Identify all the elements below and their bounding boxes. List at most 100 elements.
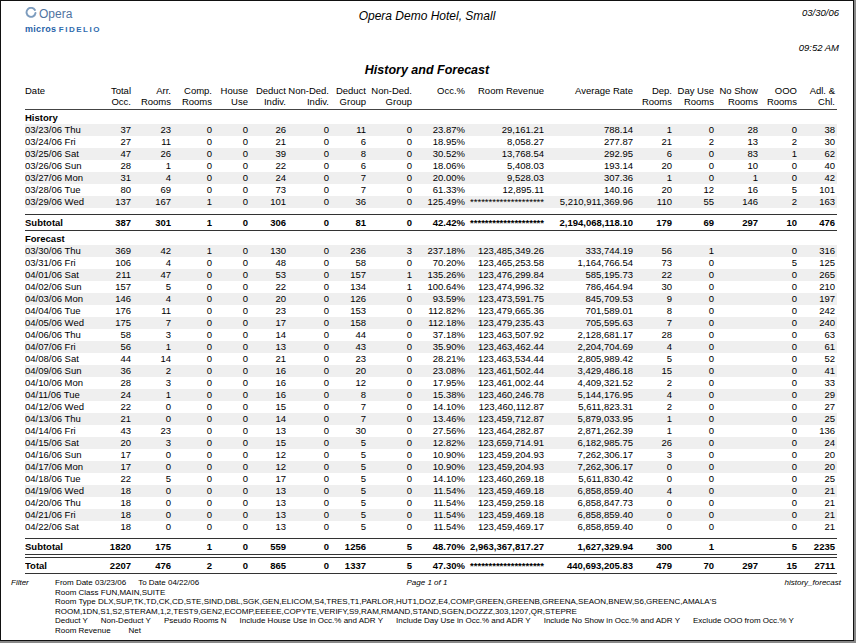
table-row-cell-comp_rooms: 0	[173, 509, 214, 521]
subtotal-row-cell-deduct_group: 1256	[331, 539, 368, 555]
total-row-cell-ooo_rooms: 15	[760, 558, 799, 574]
table-row-cell-occ_pct: 70.20%	[414, 257, 467, 269]
table-row-cell-day_use_rooms: 0	[674, 317, 716, 329]
table-row-cell-no_show_rooms	[716, 449, 760, 461]
filter-option: Include House Use in Occ.% and ADR Y	[240, 616, 383, 625]
table-row-cell-non_ded_indiv: 0	[288, 196, 331, 208]
table-row: 04/06/06 Thu5830014044037.18%123,463,507…	[25, 329, 837, 341]
table-row-cell-date: 03/31/06 Fri	[25, 257, 103, 269]
table-row-cell-non_ded_group: 0	[368, 329, 414, 341]
table-row-cell-house_use: 0	[214, 449, 250, 461]
table-row-cell-non_ded_indiv: 0	[288, 473, 331, 485]
table-row-cell-average_rate: 585,195.73	[546, 269, 635, 281]
table-row-cell-adl_chl: 38	[799, 124, 837, 136]
table-row-cell-dep_rooms: 1	[635, 425, 674, 437]
filter-option: Pseudo Rooms N	[164, 616, 227, 625]
table-row-cell-day_use_rooms: 12	[674, 184, 716, 196]
table-row-cell-dep_rooms: 0	[635, 509, 674, 521]
table-row-cell-total_occ: 36	[103, 365, 133, 377]
table-row-cell-day_use_rooms: 1	[674, 245, 716, 257]
table-row-cell-dep_rooms: 9	[635, 293, 674, 305]
table-row: 04/05/06 Wed1757001701580112.18%123,479,…	[25, 317, 837, 329]
table-row-cell-date: 04/07/06 Fri	[25, 341, 103, 353]
table-row-cell-occ_pct: 14.10%	[414, 473, 467, 485]
table-row-cell-occ_pct: 93.59%	[414, 293, 467, 305]
table-row-cell-non_ded_indiv: 0	[288, 245, 331, 257]
table-row-cell-comp_rooms: 0	[173, 437, 214, 449]
table-row-cell-adl_chl: 63	[799, 329, 837, 341]
subtotal-row-cell-ooo_rooms: 10	[760, 214, 799, 230]
table-row-cell-comp_rooms: 0	[173, 461, 214, 473]
table-row-cell-no_show_rooms: 83	[716, 148, 760, 160]
subtotal-row: Subtotal38730110306081042.42%***********…	[25, 214, 837, 230]
table-row-cell-house_use: 0	[214, 377, 250, 389]
table-row-cell-no_show_rooms	[716, 401, 760, 413]
table-row-cell-arr_rooms: 0	[133, 461, 173, 473]
subtotal-row-cell-dep_rooms: 179	[635, 214, 674, 230]
table-row-cell-total_occ: 27	[103, 136, 133, 148]
table-row-cell-date: 03/25/06 Sat	[25, 148, 103, 160]
table-row-cell-no_show_rooms	[716, 473, 760, 485]
table-row-cell-non_ded_group: 0	[368, 425, 414, 437]
column-header-date: Date	[25, 85, 103, 110]
table-row-cell-no_show_rooms	[716, 305, 760, 317]
subtotal-row-cell-non_ded_indiv: 0	[288, 539, 331, 555]
table-row-cell-day_use_rooms: 0	[674, 413, 716, 425]
total-row: Total22074762086501337547.30%***********…	[25, 558, 837, 574]
table-row: 04/17/06 Mon170001205010.90%123,459,204.…	[25, 461, 837, 473]
table-row-cell-non_ded_group: 0	[368, 461, 414, 473]
table-row-cell-no_show_rooms	[716, 377, 760, 389]
table-row-cell-comp_rooms: 0	[173, 329, 214, 341]
table-row-cell-arr_rooms: 26	[133, 148, 173, 160]
total-row-cell-occ_pct: 47.30%	[414, 558, 467, 574]
table-row-cell-day_use_rooms: 0	[674, 172, 716, 184]
table-row-cell-ooo_rooms: 0	[760, 485, 799, 497]
table-row-cell-non_ded_indiv: 0	[288, 341, 331, 353]
table-row-cell-comp_rooms: 1	[173, 196, 214, 208]
subtotal-row-cell-no_show_rooms: 297	[716, 214, 760, 230]
total-row-cell-date: Total	[25, 558, 103, 574]
table-row-cell-adl_chl: 21	[799, 509, 837, 521]
table-row-cell-room_revenue: 13,768.54	[467, 148, 546, 160]
table-row-cell-ooo_rooms: 0	[760, 245, 799, 257]
table-row-cell-non_ded_indiv: 0	[288, 305, 331, 317]
table-row-cell-deduct_indiv: 21	[250, 136, 288, 148]
table-row-cell-ooo_rooms: 0	[760, 281, 799, 293]
table-row-cell-deduct_group: 5	[331, 485, 368, 497]
table-row-cell-room_revenue: 123,459,204.93	[467, 461, 546, 473]
micros-brand-text: micros	[25, 24, 56, 34]
table-row-cell-date: 04/08/06 Sat	[25, 353, 103, 365]
table-row-cell-dep_rooms: 15	[635, 365, 674, 377]
table-row: 04/18/06 Tue225001705014.10%123,460,269.…	[25, 473, 837, 485]
table-row-cell-deduct_indiv: 15	[250, 437, 288, 449]
table-row-cell-house_use: 0	[214, 124, 250, 136]
table-row-cell-total_occ: 22	[103, 473, 133, 485]
table-row-cell-ooo_rooms: 0	[760, 509, 799, 521]
table-row-cell-non_ded_indiv: 0	[288, 437, 331, 449]
table-row-cell-room_revenue: 123,479,665.36	[467, 305, 546, 317]
table-row-cell-dep_rooms: 73	[635, 257, 674, 269]
table-row-cell-date: 04/05/06 Wed	[25, 317, 103, 329]
table-row-cell-room_revenue: 123,474,996.32	[467, 281, 546, 293]
table-row-cell-dep_rooms: 20	[635, 160, 674, 172]
table-row-cell-house_use: 0	[214, 293, 250, 305]
table-row-cell-deduct_group: 11	[331, 124, 368, 136]
table-row-cell-non_ded_indiv: 0	[288, 160, 331, 172]
table-row-cell-occ_pct: 11.54%	[414, 497, 467, 509]
table-row: 04/09/06 Sun3620016020023.08%123,461,502…	[25, 365, 837, 377]
table-row-cell-deduct_group: 6	[331, 136, 368, 148]
filter-option: Include No Show in Occ.% and ADR Y	[544, 616, 680, 625]
table-row-cell-total_occ: 28	[103, 377, 133, 389]
opera-micros-logo: Opera micros FIDELIO	[25, 5, 101, 34]
room-type-filter-line1: Room Type DLX,SUP,TK,TD,CK,CD,STE,SIND,D…	[11, 597, 843, 607]
table-row-cell-dep_rooms: 56	[635, 245, 674, 257]
table-row: 04/02/06 Sun1575002201341100.64%123,474,…	[25, 281, 837, 293]
total-row-cell-room_revenue: ********************	[467, 558, 546, 574]
table-row-cell-day_use_rooms: 0	[674, 485, 716, 497]
table-row-cell-deduct_indiv: 48	[250, 257, 288, 269]
table-row-cell-non_ded_group: 0	[368, 293, 414, 305]
column-header-adl_chl: Adl. &Chl.	[799, 85, 837, 110]
table-row-cell-dep_rooms: 6	[635, 148, 674, 160]
table-row: 04/04/06 Tue17611002301530112.82%123,479…	[25, 305, 837, 317]
table-row-cell-non_ded_group: 0	[368, 497, 414, 509]
